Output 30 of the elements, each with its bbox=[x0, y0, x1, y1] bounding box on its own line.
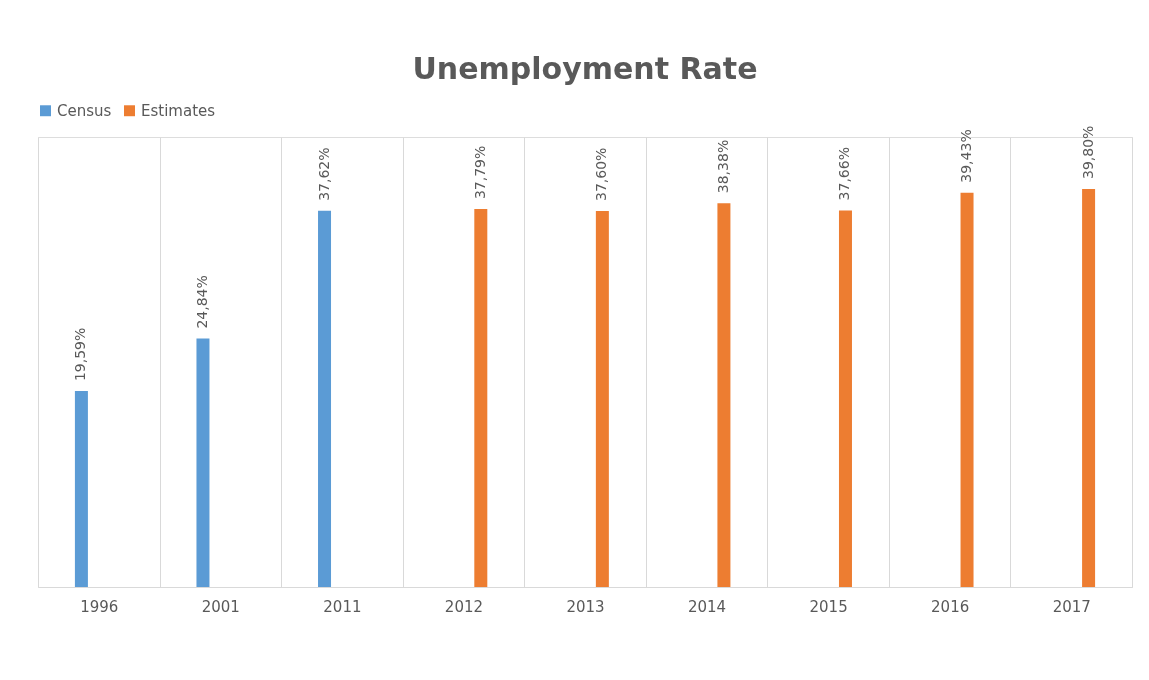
bar bbox=[960, 192, 974, 587]
legend-label: Estimates bbox=[141, 101, 216, 120]
data-label: 37,60% bbox=[593, 147, 610, 201]
bar bbox=[595, 211, 609, 587]
x-tick-label: 2015 bbox=[809, 597, 848, 616]
chart-title: Unemployment Rate bbox=[412, 51, 758, 86]
x-tick-label: 2017 bbox=[1052, 597, 1091, 616]
data-label: 39,43% bbox=[958, 129, 975, 183]
data-label: 37,79% bbox=[471, 145, 488, 200]
data-label: 24,84% bbox=[193, 275, 210, 329]
x-tick-label: 2016 bbox=[931, 597, 970, 616]
x-tick-label: 2011 bbox=[323, 597, 362, 616]
x-tick-label: 1996 bbox=[80, 597, 119, 616]
data-label: 38,38% bbox=[714, 139, 731, 194]
data-label: 37,66% bbox=[836, 147, 853, 201]
bar bbox=[474, 209, 488, 587]
x-tick-label: 2014 bbox=[687, 597, 727, 616]
bar bbox=[196, 338, 210, 587]
bar bbox=[1082, 189, 1096, 587]
data-label: 37,62% bbox=[315, 147, 332, 201]
bar bbox=[838, 210, 852, 587]
data-label: 19,59% bbox=[72, 327, 89, 382]
bar bbox=[318, 210, 332, 587]
x-tick-label: 2013 bbox=[566, 597, 605, 616]
x-tick-label: 2012 bbox=[444, 597, 484, 616]
data-label: 39,80% bbox=[1079, 125, 1096, 179]
legend-label: Census bbox=[57, 101, 112, 120]
bar bbox=[74, 391, 88, 587]
x-tick-label: 2001 bbox=[201, 597, 240, 616]
bar bbox=[717, 203, 731, 587]
